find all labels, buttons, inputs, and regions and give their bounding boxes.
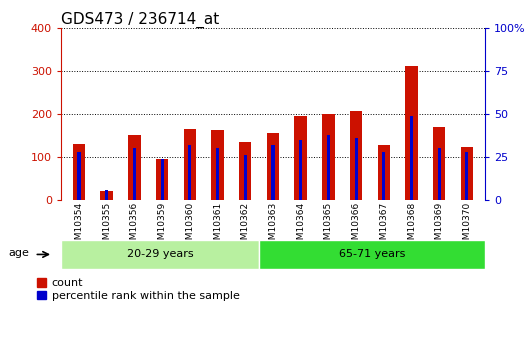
Text: GSM10361: GSM10361: [213, 202, 222, 252]
Bar: [461, 148, 473, 200]
Text: GSM10367: GSM10367: [379, 202, 388, 252]
Bar: [128, 135, 140, 200]
Bar: [73, 144, 85, 200]
Bar: [438, 148, 441, 200]
Text: GSM10369: GSM10369: [435, 202, 444, 252]
Bar: [77, 152, 81, 200]
Text: GSM10363: GSM10363: [269, 202, 277, 252]
Bar: [377, 145, 390, 200]
Bar: [350, 111, 363, 200]
Text: 65-71 years: 65-71 years: [339, 249, 405, 259]
Bar: [188, 145, 191, 200]
Bar: [161, 159, 164, 200]
Bar: [259, 240, 485, 269]
Bar: [156, 159, 169, 200]
Text: GSM10355: GSM10355: [102, 202, 111, 252]
Bar: [211, 130, 224, 200]
Bar: [295, 117, 307, 200]
Bar: [299, 140, 302, 200]
Bar: [327, 135, 330, 200]
Bar: [355, 138, 358, 200]
Bar: [239, 142, 251, 200]
Bar: [105, 190, 108, 200]
Bar: [133, 148, 136, 200]
Text: GSM10368: GSM10368: [407, 202, 416, 252]
Text: GSM10359: GSM10359: [157, 202, 166, 252]
Text: GSM10356: GSM10356: [130, 202, 139, 252]
Bar: [61, 240, 259, 269]
Bar: [216, 148, 219, 200]
Text: GSM10354: GSM10354: [74, 202, 83, 251]
Bar: [183, 129, 196, 200]
Bar: [405, 66, 418, 200]
Text: GDS473 / 236714_at: GDS473 / 236714_at: [61, 11, 219, 28]
Bar: [271, 145, 275, 200]
Text: GSM10366: GSM10366: [351, 202, 360, 252]
Bar: [267, 133, 279, 200]
Text: GSM10364: GSM10364: [296, 202, 305, 251]
Text: GSM10362: GSM10362: [241, 202, 250, 251]
Text: GSM10360: GSM10360: [186, 202, 195, 252]
Bar: [433, 127, 445, 200]
Text: GSM10370: GSM10370: [463, 202, 472, 252]
Bar: [322, 114, 334, 200]
Bar: [382, 152, 385, 200]
Text: age: age: [8, 248, 29, 258]
Bar: [244, 155, 247, 200]
Bar: [410, 116, 413, 200]
Legend: count, percentile rank within the sample: count, percentile rank within the sample: [37, 278, 240, 301]
Bar: [465, 152, 469, 200]
Bar: [101, 190, 113, 200]
Text: 20-29 years: 20-29 years: [127, 249, 193, 259]
Text: GSM10365: GSM10365: [324, 202, 333, 252]
